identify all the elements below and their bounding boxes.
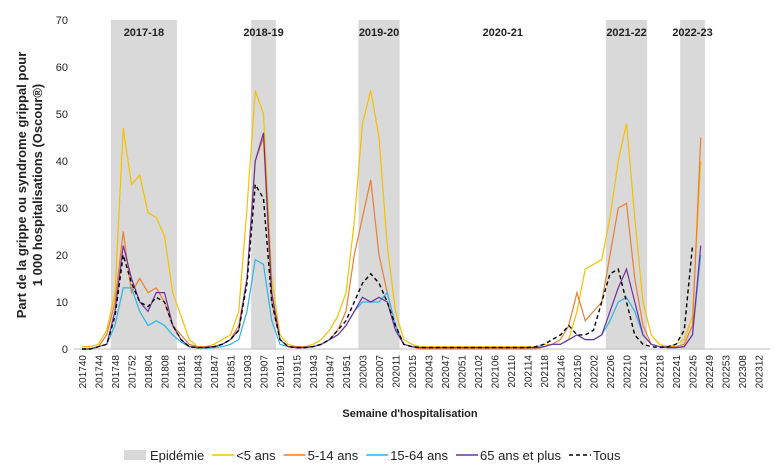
x-tick-label: 201907: [260, 355, 271, 389]
x-tick-label: 202043: [425, 355, 436, 389]
series-line: [82, 90, 702, 348]
legend-label: 65 ans et plus: [480, 448, 561, 463]
season-label: 2021-22: [606, 27, 646, 39]
x-tick-label: 201851: [227, 355, 238, 389]
x-tick-label: 201947: [326, 355, 337, 389]
y-tick-label: 30: [56, 203, 68, 215]
x-tick-label: 202206: [606, 355, 617, 389]
season-label: 2018-19: [243, 27, 283, 39]
y-tick-label: 20: [56, 250, 68, 262]
x-tick-label: 202253: [722, 355, 733, 389]
x-tick-label: 202218: [656, 355, 667, 389]
x-tick-label: 201804: [144, 355, 155, 389]
x-tick-label: 202202: [590, 355, 601, 389]
y-tick-label: 60: [56, 62, 68, 74]
x-tick-label: 201843: [194, 355, 205, 389]
y-tick-label: 10: [56, 297, 68, 309]
x-tick-label: 202241: [672, 355, 683, 389]
season-label: 2017-18: [124, 27, 164, 39]
legend-label: <5 ans: [236, 448, 276, 463]
x-tick-label: 202102: [474, 355, 485, 389]
y-tick-label: 0: [62, 344, 68, 356]
season-label: 2022-23: [672, 27, 712, 39]
y-tick-label: 40: [56, 156, 68, 168]
x-tick-label: 202051: [458, 355, 469, 389]
x-tick-label: 202011: [392, 355, 403, 388]
legend-label: 15-64 ans: [390, 448, 448, 463]
x-tick-label: 201915: [293, 355, 304, 389]
x-tick-label: 202015: [408, 355, 419, 389]
legend-swatch: [124, 450, 146, 460]
y-axis-title: Part de la grippe ou syndrome grippal po…: [14, 52, 45, 319]
x-axis-title: Semaine d'hospitalisation: [342, 408, 478, 420]
x-tick-label: 202214: [639, 355, 650, 389]
x-tick-label: 202114: [524, 355, 535, 388]
legend-label: 5-14 ans: [308, 448, 359, 463]
x-tick-label: 201748: [111, 355, 122, 389]
y-axis-title-line: 1 000 hospitalisations (Oscour®): [30, 84, 45, 286]
y-tick-label: 70: [56, 15, 68, 27]
x-tick-label: 202146: [557, 355, 568, 389]
x-tick-label: 201951: [342, 355, 353, 389]
x-tick-label: 201903: [243, 355, 254, 389]
x-tick-label: 201740: [78, 355, 89, 389]
x-tick-label: 201752: [128, 355, 139, 389]
epidemic-band: [680, 20, 705, 349]
y-axis-title-line: Part de la grippe ou syndrome grippal po…: [14, 52, 29, 319]
x-tick-label: 202210: [623, 355, 634, 389]
x-tick-label: 201808: [161, 355, 172, 389]
x-tick-label: 201943: [309, 355, 320, 389]
season-label: 2020-21: [483, 27, 523, 39]
x-tick-label: 202047: [441, 355, 452, 389]
x-tick-label: 201812: [177, 355, 188, 389]
x-tick-label: 201847: [210, 355, 221, 389]
x-tick-label: 201744: [95, 355, 106, 389]
x-tick-label: 202308: [738, 355, 749, 389]
x-tick-label: 202007: [375, 355, 386, 389]
x-tick-label: 202118: [540, 355, 551, 388]
season-label: 2019-20: [359, 27, 399, 39]
series-line: [82, 132, 702, 350]
x-tick-label: 202312: [755, 355, 766, 389]
legend-label: Tous: [593, 448, 621, 463]
x-tick-label: 202106: [491, 355, 502, 389]
x-tick-label: 202110: [507, 355, 518, 388]
x-tick-label: 202150: [573, 355, 584, 389]
y-tick-label: 50: [56, 109, 68, 121]
x-tick-label: 202249: [705, 355, 716, 389]
legend-label: Epidémie: [150, 448, 204, 463]
x-tick-label: 201911: [276, 355, 287, 388]
x-tick-label: 202245: [689, 355, 700, 389]
x-tick-label: 202003: [359, 355, 370, 389]
epidemic-band: [605, 20, 648, 349]
